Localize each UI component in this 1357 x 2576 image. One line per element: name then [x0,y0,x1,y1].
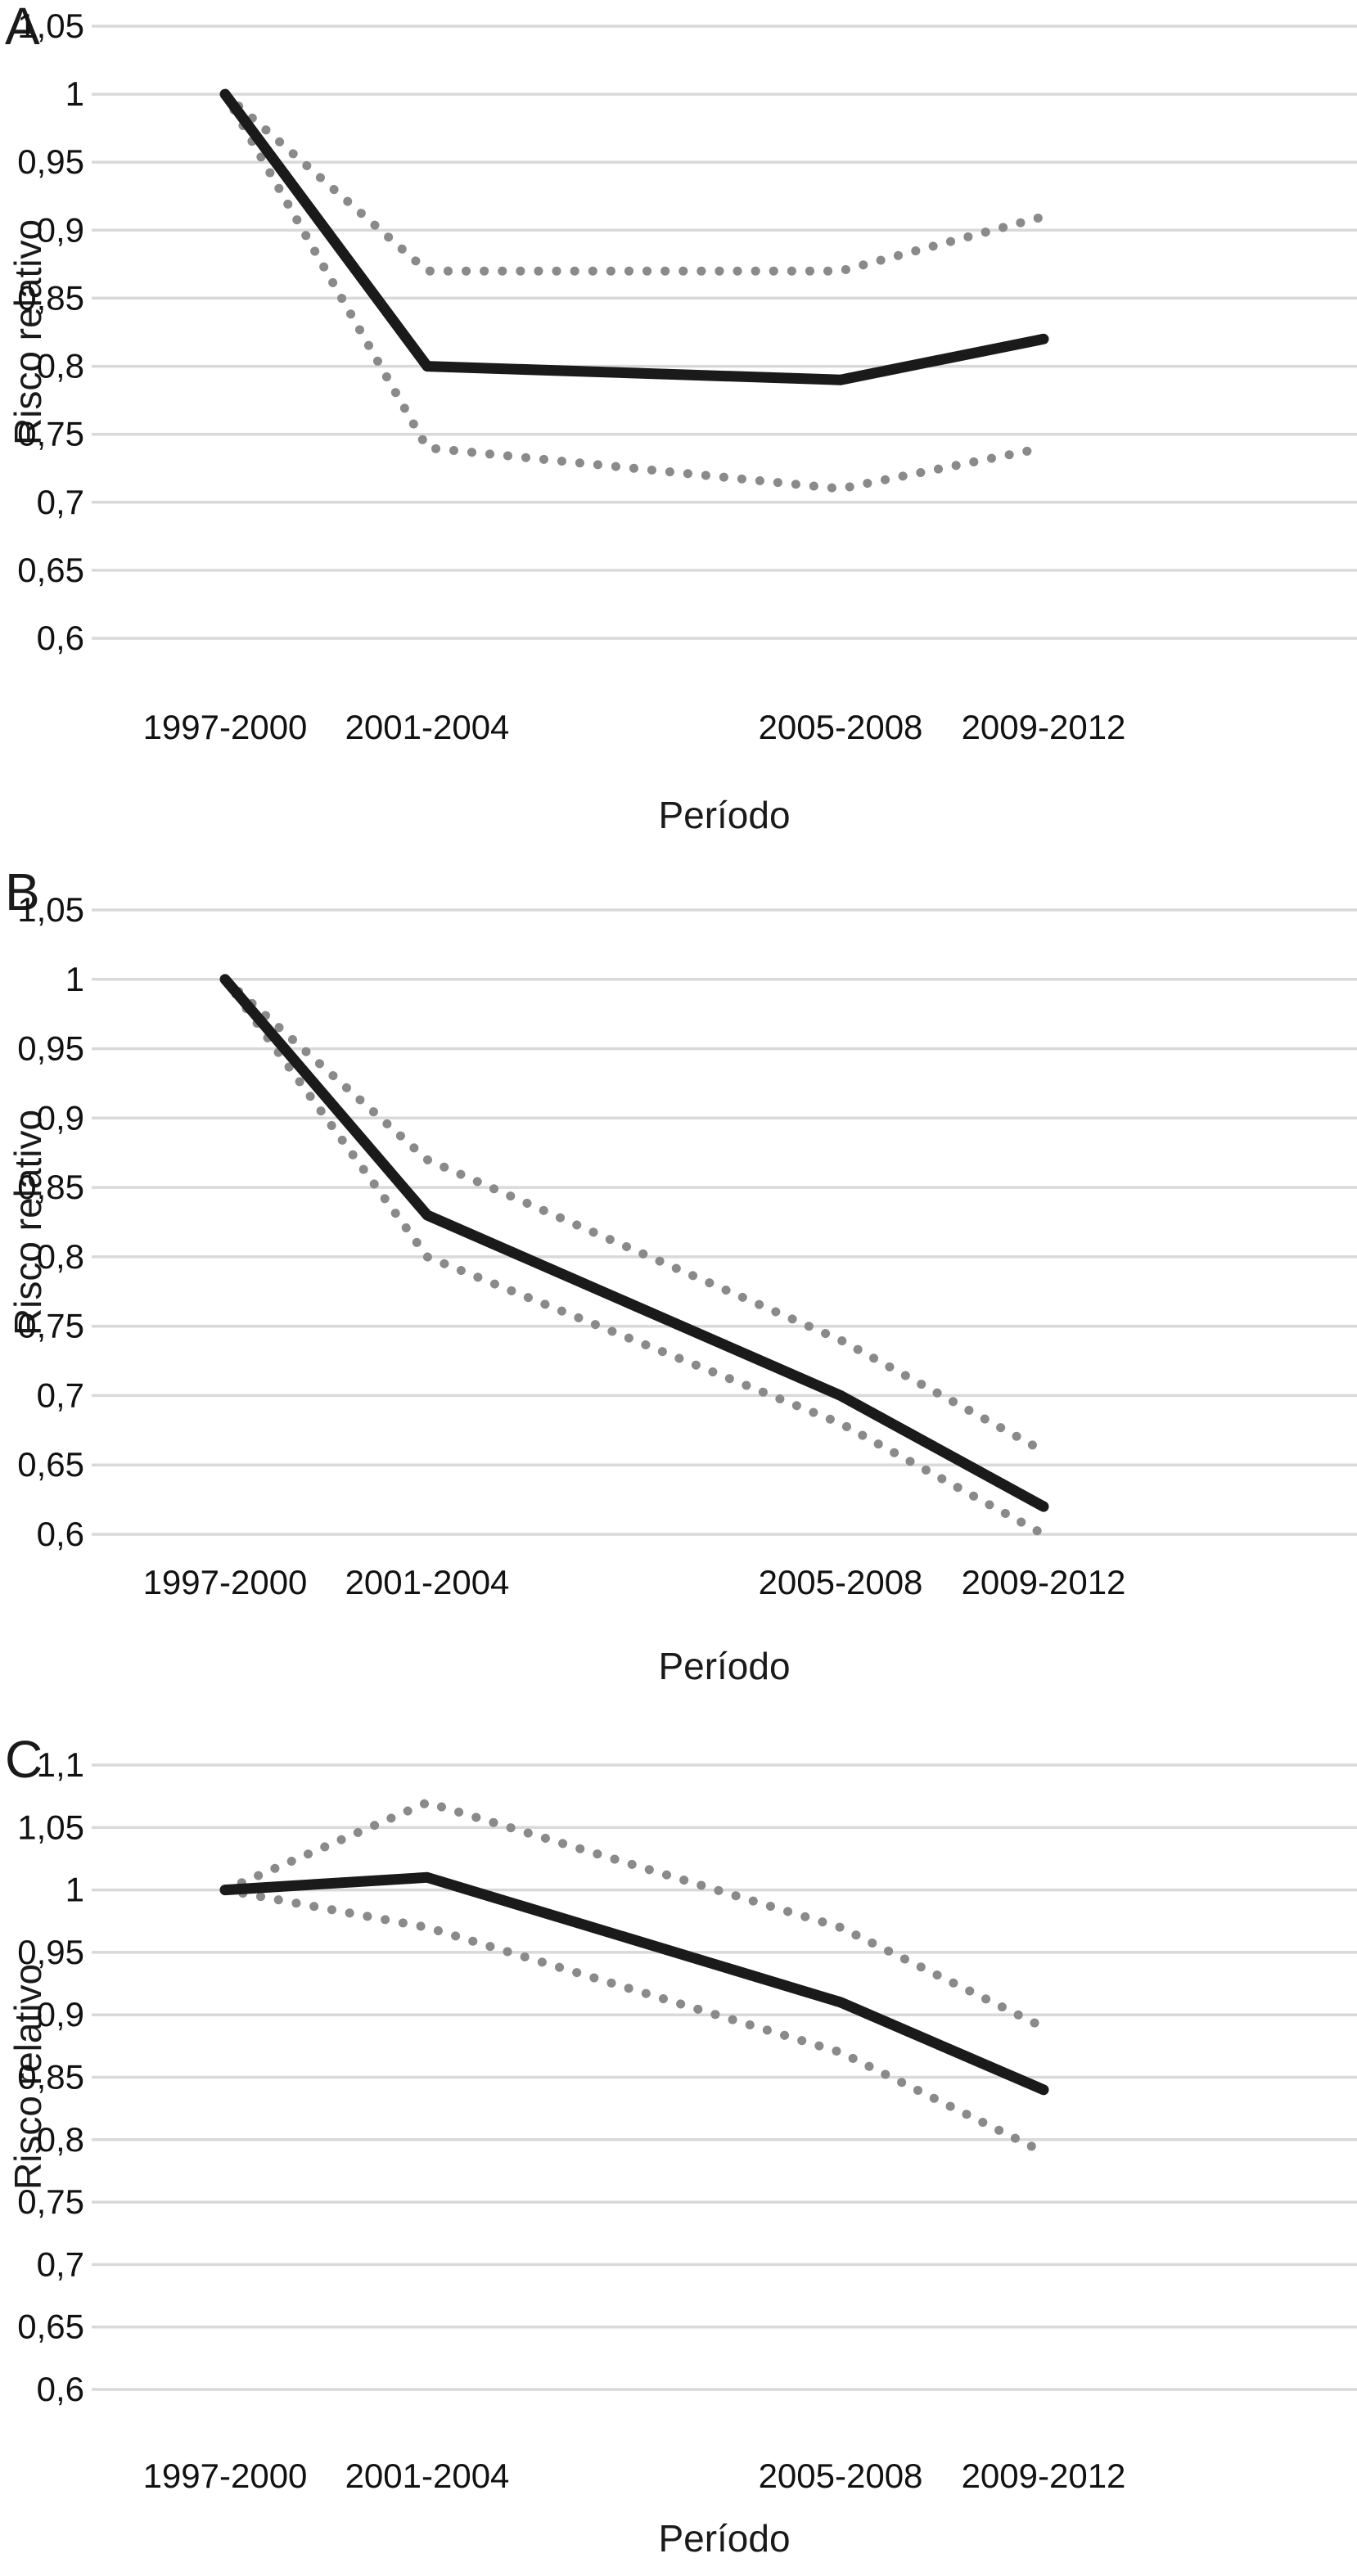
chart-b: 1,05 1 0,95 0,9 0,85 0,8 0,75 0,7 0,65 0,6 1997-20… [17,890,1357,1601]
series-estimate-line [219,974,1049,1512]
panel-a: A Risco relativo 1,05 1 0,95 0,9 0,85 0,8 0,75… [0,0,1357,859]
x-tick-label: 1997-2000 [143,1563,308,1601]
y-tick-label: 0,95 [17,1933,84,1971]
x-tick-label: 2001-2004 [345,1563,510,1601]
y-tick-label: 1,05 [17,890,84,929]
x-tick-label: 2001-2004 [345,2457,510,2495]
y-tick-label: 0,6 [37,2370,84,2408]
y-tick-label: 0,8 [37,1237,84,1276]
x-tick-label: 2009-2012 [962,1563,1126,1601]
y-tick-label: 0,9 [37,1995,84,2033]
series-ci-upper-line [220,89,1048,276]
y-tick-label: 1 [65,1871,84,1909]
y-tick-label: 0,85 [17,278,84,317]
y-tick-label: 0,65 [17,1445,84,1484]
y-tick-label: 0,7 [37,483,84,521]
x-tick-label: 2005-2008 [759,2457,923,2495]
y-tick-label: 1,1 [37,1745,84,1784]
series-ci-upper-line [220,1798,1048,2032]
x-tick-label: 2001-2004 [345,708,510,746]
y-tick-label: 0,6 [37,1515,84,1553]
panel-letter-c: C [5,1730,43,1789]
y-tick-label: 1 [65,74,84,113]
series-ci-lower-line [220,1885,1048,2157]
panel-c: C Risco relativo 1,1 1,05 1 0,95 0,9 0,85 0,8 0… [0,1718,1357,2576]
y-tick-label: 1 [65,960,84,998]
y-tick-label: 1,05 [17,1808,84,1846]
chart-c: 1,1 1,05 1 0,95 0,9 0,85 0,8 0,75 0,7 0,65 0,6 1997… [17,1745,1357,2495]
series-estimate-line [219,88,1049,385]
x-tick-label: 1997-2000 [143,2457,308,2495]
x-tick-label: 1997-2000 [143,708,308,746]
y-tick-label: 0,75 [17,1307,84,1345]
y-tick-label: 0,8 [37,2120,84,2159]
x-tick-label: 2005-2008 [759,1563,923,1601]
y-tick-label: 0,8 [37,347,84,385]
series-estimate-line [219,1871,1049,2096]
y-tick-label: 0,7 [37,1376,84,1414]
panel-letter-b: B [5,862,40,921]
y-tick-label: 0,7 [37,2245,84,2283]
panel-letter-a: A [5,0,40,56]
y-tick-label: 1,05 [17,7,84,45]
y-tick-label: 0,65 [17,551,84,589]
series-ci-lower-line [220,975,1048,1539]
y-tick-label: 0,6 [37,619,84,657]
y-tick-label: 0,65 [17,2308,84,2346]
panel-b: B Risco relativo 1,05 1 0,95 0,9 0,85 0,8 0,75… [0,859,1357,1718]
chart-a: 1,05 1 0,95 0,9 0,85 0,8 0,75 0,7 0,65 0,6 1997-20… [17,7,1357,746]
y-tick-label: 0,95 [17,1029,84,1068]
y-tick-label: 0,85 [17,2058,84,2096]
y-tick-label: 0,9 [37,210,84,249]
series-ci-lower-line [220,89,1048,493]
y-tick-label: 0,95 [17,142,84,181]
x-axis-title-a: Período [658,794,791,836]
x-tick-label: 2009-2012 [962,708,1126,746]
y-tick-label: 0,75 [17,2182,84,2221]
x-tick-label: 2005-2008 [759,708,923,746]
y-tick-label: 0,9 [37,1098,84,1137]
x-axis-title-c: Período [658,2517,791,2560]
y-tick-label: 0,85 [17,1168,84,1206]
y-tick-label: 0,75 [17,415,84,453]
x-tick-label: 2009-2012 [962,2457,1126,2495]
x-axis-title-b: Período [658,1645,791,1687]
